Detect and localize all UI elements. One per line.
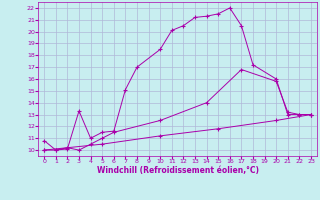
- X-axis label: Windchill (Refroidissement éolien,°C): Windchill (Refroidissement éolien,°C): [97, 166, 259, 175]
